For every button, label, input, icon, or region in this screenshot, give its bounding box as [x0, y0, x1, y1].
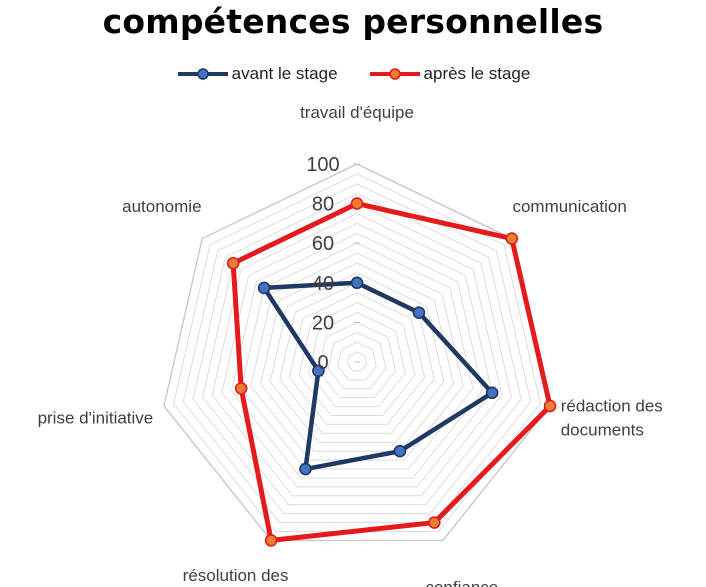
legend-item-avant: avant le stage: [176, 64, 338, 84]
series-0: [257, 276, 499, 476]
grid-ring: [298, 302, 416, 417]
grid-ring: [259, 262, 455, 452]
legend-swatch-apres: [369, 68, 420, 80]
grid-ring: [182, 183, 532, 524]
legend-swatch-avant: [177, 68, 228, 80]
data-point: [485, 386, 499, 400]
series-1: [226, 197, 557, 547]
tick-label: 60: [312, 233, 334, 255]
data-point: [412, 306, 426, 319]
legend-label-apres: après le stage: [423, 64, 531, 83]
data-point: [428, 516, 441, 529]
grid-ring: [269, 272, 445, 443]
data-point: [543, 399, 557, 413]
tick-label: 20: [312, 312, 334, 334]
category-label: autonomie: [122, 197, 201, 216]
grid-ring: [317, 321, 397, 399]
data-point: [505, 232, 519, 245]
series-line: [230, 201, 553, 543]
tick-label: 80: [312, 194, 334, 216]
data-point: [234, 382, 248, 395]
grid-ring: [288, 292, 426, 425]
grid-ring: [221, 222, 493, 488]
data-point: [393, 444, 407, 458]
grid-ring: [327, 331, 387, 390]
category-label: confiance: [425, 578, 498, 587]
data-point: [350, 276, 364, 290]
category-label: rédaction des: [561, 397, 663, 416]
grid-ring: [337, 341, 377, 381]
grid-ring: [240, 242, 474, 470]
grid-ring: [192, 193, 522, 515]
data-point: [312, 364, 325, 378]
grid-ring: [202, 203, 512, 506]
legend-item-apres: après le stage: [368, 64, 531, 84]
grid-ring: [308, 311, 406, 408]
data-point: [299, 462, 312, 476]
tick-label: 40: [312, 273, 334, 295]
category-label: documents: [561, 421, 644, 440]
grid-ring: [230, 232, 484, 479]
data-point: [226, 256, 240, 270]
radar-grid: [163, 163, 551, 542]
tick-label: 0: [317, 352, 328, 374]
data-point: [350, 197, 364, 210]
series-line: [261, 280, 495, 472]
category-label: résolution des: [183, 566, 289, 585]
category-label: communication: [512, 197, 626, 216]
legend-label-avant: avant le stage: [231, 64, 338, 83]
chart-title: compétences personnelles: [102, 2, 604, 41]
grid-ring: [346, 351, 368, 372]
category-label: travail d'équipe: [300, 103, 414, 122]
data-point: [257, 281, 271, 295]
legend: avant le stage après le stage: [0, 62, 706, 86]
tick-label: 100: [306, 154, 339, 176]
category-labels: travail d'équipe communication rédaction d…: [38, 103, 663, 587]
grid-ring: [279, 282, 435, 434]
data-point: [264, 534, 278, 547]
tick-labels: 0 20 40 60 80 100: [306, 154, 339, 374]
category-label: prise d'initiative: [38, 409, 154, 428]
